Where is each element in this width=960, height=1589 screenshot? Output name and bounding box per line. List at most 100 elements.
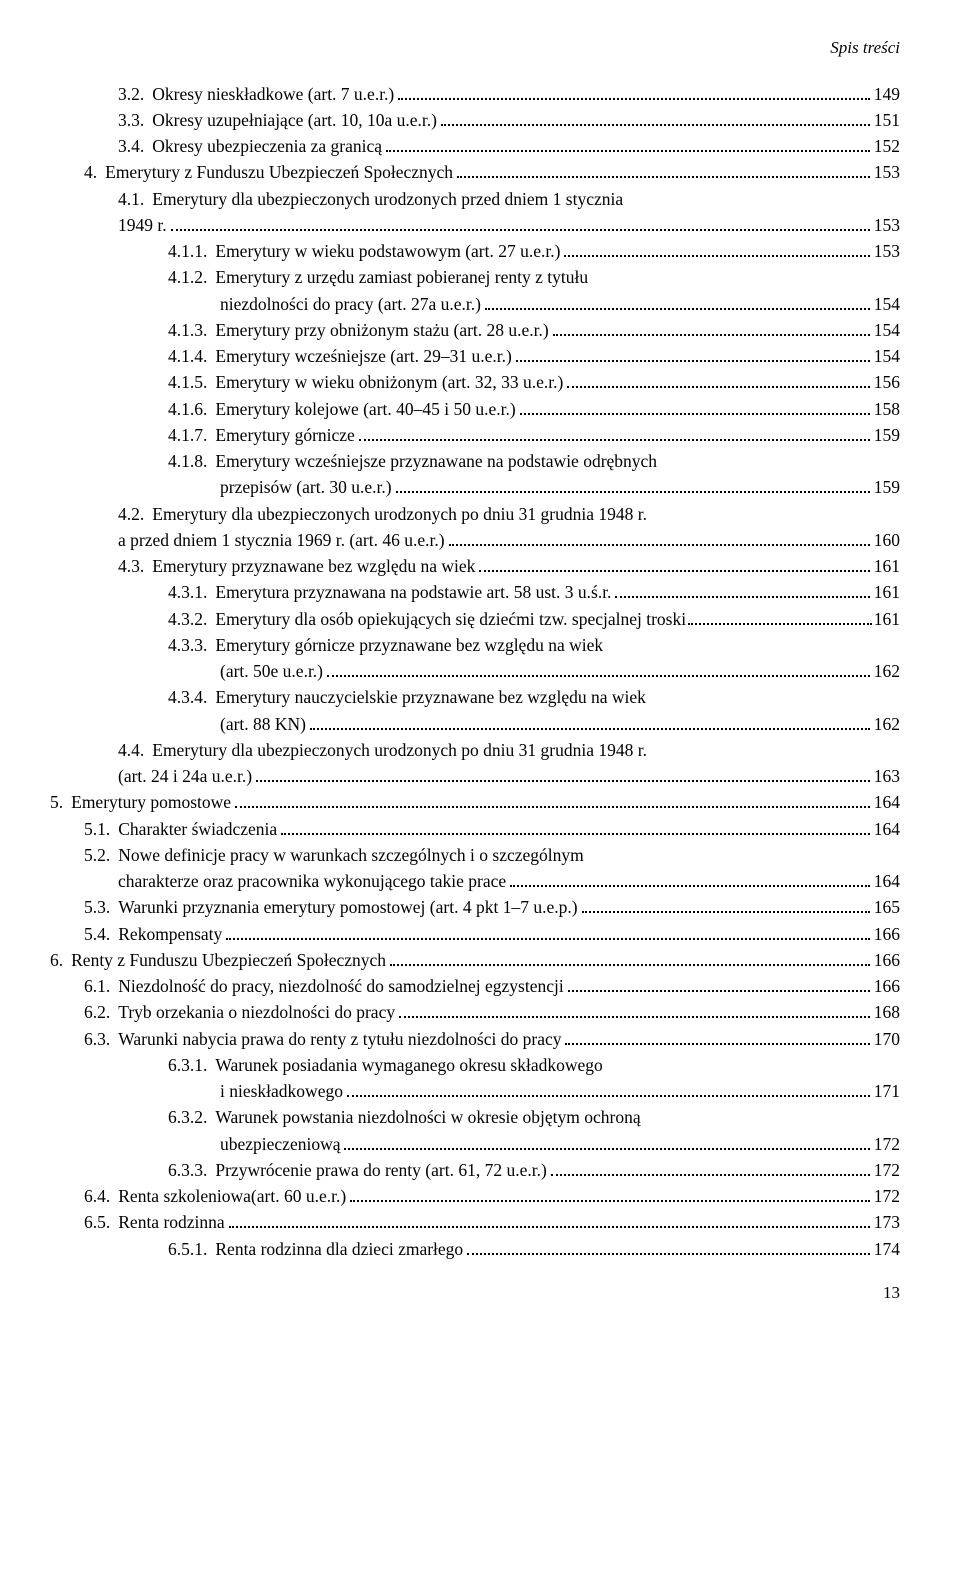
toc-page: 160: [874, 527, 900, 553]
toc-page: 170: [874, 1026, 900, 1052]
toc-page: 163: [874, 763, 900, 789]
toc-entry: 4.2.Emerytury dla ubezpieczonych urodzon…: [50, 501, 900, 527]
toc-page: 153: [874, 212, 900, 238]
toc-number: 6.4.: [84, 1183, 110, 1209]
toc-entry-continuation: (art. 24 i 24a u.e.r.) 163: [50, 763, 900, 789]
toc-label: Emerytury z urzędu zamiast pobieranej re…: [207, 264, 588, 290]
toc-label: Emerytury dla ubezpieczonych urodzonych …: [144, 737, 647, 763]
toc-entry: 4.1.Emerytury dla ubezpieczonych urodzon…: [50, 186, 900, 212]
toc-number: 6.3.2.: [168, 1104, 207, 1130]
page-header: Spis treści: [50, 35, 900, 61]
toc-page: 154: [874, 291, 900, 317]
toc-leader: [396, 476, 870, 494]
toc-entry: 3.3.Okresy uzupełniające (art. 10, 10a u…: [50, 107, 900, 133]
toc-label: (art. 24 i 24a u.e.r.): [118, 763, 252, 789]
toc-entry-continuation: 1949 r.153: [50, 212, 900, 238]
toc-number: 3.3.: [118, 107, 144, 133]
toc-entry: 4.1.2.Emerytury z urzędu zamiast pobiera…: [50, 264, 900, 290]
toc-label: Warunki przyznania emerytury pomostowej …: [110, 894, 577, 920]
toc-entry: 4.3.3.Emerytury górnicze przyznawane bez…: [50, 632, 900, 658]
toc-label: i nieskładkowego: [220, 1078, 343, 1104]
toc-number: 4.1.6.: [168, 396, 207, 422]
toc-leader: [688, 607, 872, 625]
toc-page: 164: [874, 789, 900, 815]
toc-label: Emerytury przy obniżonym stażu (art. 28 …: [207, 317, 548, 343]
toc-label: Renty z Funduszu Ubezpieczeń Społecznych: [63, 947, 386, 973]
toc-label: Tryb orzekania o niezdolności do pracy: [110, 999, 395, 1025]
toc-label: a przed dniem 1 stycznia 1969 r. (art. 4…: [118, 527, 445, 553]
toc-label: Emerytury z Funduszu Ubezpieczeń Społecz…: [97, 159, 453, 185]
toc-entry-continuation: (art. 88 KN)162: [50, 711, 900, 737]
toc-page: 162: [874, 658, 900, 684]
toc-leader: [582, 896, 870, 914]
toc-leader: [479, 554, 869, 572]
toc-page: 152: [874, 133, 900, 159]
toc-entry: 4.1.5.Emerytury w wieku obniżonym (art. …: [50, 369, 900, 395]
toc-entry: 6.3.2.Warunek powstania niezdolności w o…: [50, 1104, 900, 1130]
toc-label: Emerytury kolejowe (art. 40–45 i 50 u.e.…: [207, 396, 515, 422]
toc-entry-continuation: przepisów (art. 30 u.e.r.) 159: [50, 474, 900, 500]
toc-entry: 4.3.2.Emerytury dla osób opiekujących si…: [50, 606, 900, 632]
toc-number: 4.1.: [118, 186, 144, 212]
toc-page: 165: [874, 894, 900, 920]
toc-label: Emerytury przyznawane bez względu na wie…: [144, 553, 475, 579]
toc-number: 4.1.8.: [168, 448, 207, 474]
toc-number: 4.: [84, 159, 97, 185]
toc-entry: 4.1.3.Emerytury przy obniżonym stażu (ar…: [50, 317, 900, 343]
toc-page: 159: [874, 422, 900, 448]
toc-page: 168: [874, 999, 900, 1025]
toc-label: Emerytury wcześniejsze przyznawane na po…: [207, 448, 657, 474]
toc-leader: [359, 423, 870, 441]
toc-label: Warunek posiadania wymaganego okresu skł…: [207, 1052, 602, 1078]
toc-leader: [229, 1211, 870, 1229]
toc-number: 6.3.: [84, 1026, 110, 1052]
toc-leader: [347, 1079, 870, 1097]
toc-number: 3.4.: [118, 133, 144, 159]
toc-label: Nowe definicje pracy w warunkach szczegó…: [110, 842, 584, 868]
toc-page: 166: [874, 947, 900, 973]
toc-page: 164: [874, 868, 900, 894]
toc-entry-continuation: ubezpieczeniową172: [50, 1131, 900, 1157]
toc-leader: [441, 108, 870, 126]
toc-leader: [564, 239, 869, 257]
toc-label: Charakter świadczenia: [110, 816, 277, 842]
toc-leader: [390, 948, 870, 966]
toc-label: przepisów (art. 30 u.e.r.): [220, 474, 392, 500]
toc-entry-continuation: (art. 50e u.e.r.)162: [50, 658, 900, 684]
toc-entry-continuation: a przed dniem 1 stycznia 1969 r. (art. 4…: [50, 527, 900, 553]
toc-page: 173: [874, 1209, 900, 1235]
toc-page: 166: [874, 921, 900, 947]
toc-page: 154: [874, 317, 900, 343]
toc-leader: [510, 869, 870, 887]
toc-label: Emerytury dla ubezpieczonych urodzonych …: [144, 501, 647, 527]
toc-number: 5.: [50, 789, 63, 815]
toc-page: 158: [874, 396, 900, 422]
toc-page: 161: [874, 606, 900, 632]
toc-page: 153: [874, 159, 900, 185]
toc-leader: [310, 712, 870, 730]
toc-entry: 6.Renty z Funduszu Ubezpieczeń Społeczny…: [50, 947, 900, 973]
toc-number: 4.4.: [118, 737, 144, 763]
toc-number: 6.3.3.: [168, 1157, 207, 1183]
toc-entry: 4.3.Emerytury przyznawane bez względu na…: [50, 553, 900, 579]
toc-entry: 5.Emerytury pomostowe 164: [50, 789, 900, 815]
toc-label: Emerytury w wieku podstawowym (art. 27 u…: [207, 238, 560, 264]
toc-entry: 4.4.Emerytury dla ubezpieczonych urodzon…: [50, 737, 900, 763]
toc-label: Emerytury pomostowe: [63, 789, 231, 815]
toc-leader: [350, 1184, 870, 1202]
toc-entry: 6.1.Niezdolność do pracy, niezdolność do…: [50, 973, 900, 999]
toc-label: Emerytury nauczycielskie przyznawane bez…: [207, 684, 646, 710]
toc-number: 5.4.: [84, 921, 110, 947]
toc-entry: 6.5.1.Renta rodzinna dla dzieci zmarłego…: [50, 1236, 900, 1262]
toc-leader: [281, 817, 870, 835]
toc-page: 174: [874, 1236, 900, 1262]
toc-label: ubezpieczeniową: [220, 1131, 340, 1157]
toc-leader: [344, 1132, 869, 1150]
toc-number: 6.5.: [84, 1209, 110, 1235]
toc-entry: 5.3.Warunki przyznania emerytury pomosto…: [50, 894, 900, 920]
toc-page: 159: [874, 474, 900, 500]
toc-number: 5.3.: [84, 894, 110, 920]
toc-label: Renta rodzinna: [110, 1209, 224, 1235]
toc-label: Emerytury górnicze przyznawane bez wzglę…: [207, 632, 603, 658]
toc-number: 4.3.2.: [168, 606, 207, 632]
